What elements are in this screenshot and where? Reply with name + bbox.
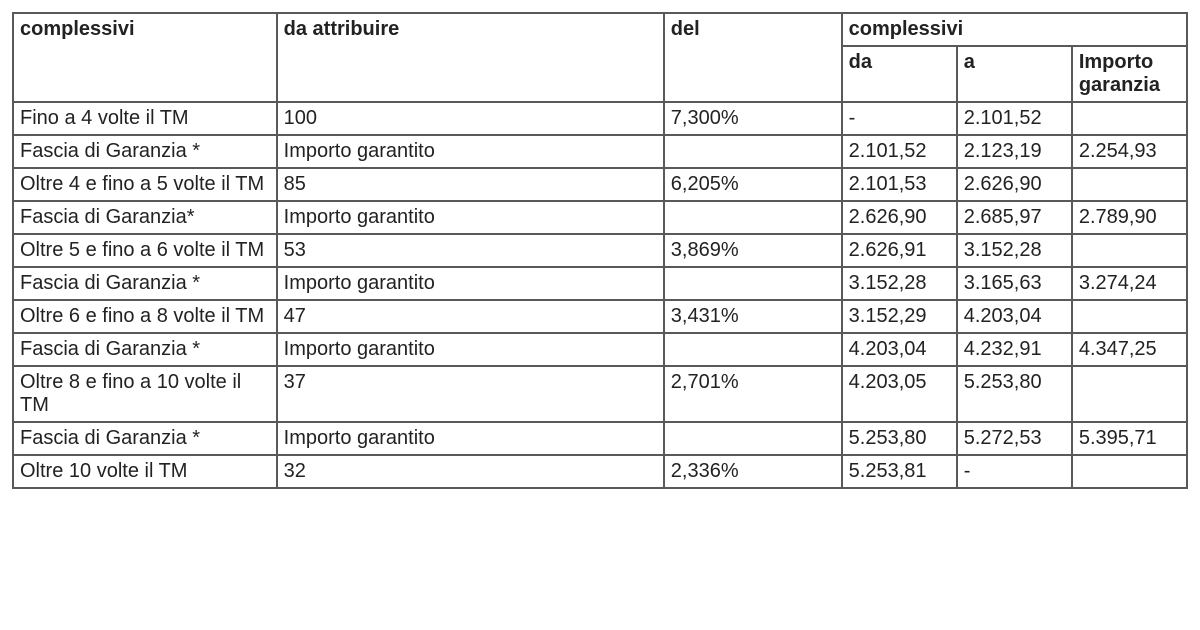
table-cell (664, 201, 842, 234)
table-cell: 2.626,90 (842, 201, 957, 234)
subheader-importo-garanzia: Importo garanzia (1072, 46, 1187, 102)
table-row: Oltre 10 volte il TM322,336%5.253,81- (13, 455, 1187, 488)
table-row: Fino a 4 volte il TM1007,300%-2.101,52 (13, 102, 1187, 135)
table-cell: 2.101,53 (842, 168, 957, 201)
table-cell (1072, 366, 1187, 422)
header-da-attribuire: da attribuire (277, 13, 664, 102)
table-cell: - (957, 455, 1072, 488)
table-cell: Importo garantito (277, 267, 664, 300)
table-cell: 37 (277, 366, 664, 422)
table-cell: 47 (277, 300, 664, 333)
table-cell: 2.123,19 (957, 135, 1072, 168)
table-cell: 2,336% (664, 455, 842, 488)
header-complessivi: complessivi (13, 13, 277, 102)
table-header: complessivi da attribuire del complessiv… (13, 13, 1187, 102)
table-cell: 3.274,24 (1072, 267, 1187, 300)
table-row: Oltre 5 e fino a 6 volte il TM533,869%2.… (13, 234, 1187, 267)
table-cell: 3,869% (664, 234, 842, 267)
table-cell: 4.347,25 (1072, 333, 1187, 366)
table-cell: 3.152,28 (842, 267, 957, 300)
table-cell: 4.203,04 (957, 300, 1072, 333)
table-row: Fascia di Garanzia *Importo garantito 2.1… (13, 135, 1187, 168)
table-cell: 5.253,80 (842, 422, 957, 455)
header-del: del (664, 13, 842, 102)
table-cell: 4.203,05 (842, 366, 957, 422)
table-row: Oltre 8 e fino a 10 volte il TM372,701%4… (13, 366, 1187, 422)
table-cell (664, 267, 842, 300)
table-row: Fascia di Garanzia *Importo garantito 3.1… (13, 267, 1187, 300)
table-cell: 2.626,91 (842, 234, 957, 267)
table-cell: Oltre 5 e fino a 6 volte il TM (13, 234, 277, 267)
table-cell (1072, 300, 1187, 333)
table-cell: Fascia di Garanzia * (13, 422, 277, 455)
table-cell: Importo garantito (277, 135, 664, 168)
table-cell: Fascia di Garanzia * (13, 267, 277, 300)
table-cell: 3.165,63 (957, 267, 1072, 300)
table-row: Fascia di Garanzia *Importo garantito 5.2… (13, 422, 1187, 455)
header-complessivi-span: complessivi (842, 13, 1187, 46)
subheader-da: da (842, 46, 957, 102)
table-cell: Oltre 4 e fino a 5 volte il TM (13, 168, 277, 201)
table-row: Oltre 4 e fino a 5 volte il TM856,205%2.… (13, 168, 1187, 201)
table-cell: 2.101,52 (842, 135, 957, 168)
table-cell (664, 333, 842, 366)
table-cell: 53 (277, 234, 664, 267)
table-cell: Importo garantito (277, 333, 664, 366)
table-cell: 2.101,52 (957, 102, 1072, 135)
table-cell: 85 (277, 168, 664, 201)
table-cell: 2.789,90 (1072, 201, 1187, 234)
table-cell (664, 135, 842, 168)
table-cell: 5.272,53 (957, 422, 1072, 455)
header-row-1: complessivi da attribuire del complessiv… (13, 13, 1187, 46)
table-cell: Fino a 4 volte il TM (13, 102, 277, 135)
subheader-a: a (957, 46, 1072, 102)
table-cell: 2.685,97 (957, 201, 1072, 234)
table-cell: 4.203,04 (842, 333, 957, 366)
garanzia-table: complessivi da attribuire del complessiv… (12, 12, 1188, 489)
table-row: Oltre 6 e fino a 8 volte il TM473,431%3.… (13, 300, 1187, 333)
table-cell: 3,431% (664, 300, 842, 333)
table-cell: 100 (277, 102, 664, 135)
table-cell: 2.254,93 (1072, 135, 1187, 168)
table-cell (1072, 102, 1187, 135)
table-cell: Oltre 10 volte il TM (13, 455, 277, 488)
table-row: Fascia di Garanzia *Importo garantito 4.2… (13, 333, 1187, 366)
table-row: Fascia di Garanzia*Importo garantito 2.62… (13, 201, 1187, 234)
table-cell: Fascia di Garanzia* (13, 201, 277, 234)
table-cell: 2.626,90 (957, 168, 1072, 201)
table-cell: Fascia di Garanzia * (13, 135, 277, 168)
table-cell (664, 422, 842, 455)
table-cell: 32 (277, 455, 664, 488)
table-cell: 5.395,71 (1072, 422, 1187, 455)
table-cell: Oltre 6 e fino a 8 volte il TM (13, 300, 277, 333)
table-cell: - (842, 102, 957, 135)
table-cell: 2,701% (664, 366, 842, 422)
table-cell (1072, 168, 1187, 201)
table-cell: 5.253,81 (842, 455, 957, 488)
table-cell: Importo garantito (277, 422, 664, 455)
table-cell: 6,205% (664, 168, 842, 201)
table-cell (1072, 234, 1187, 267)
table-cell: 3.152,29 (842, 300, 957, 333)
table-body: Fino a 4 volte il TM1007,300%-2.101,52Fa… (13, 102, 1187, 488)
table-cell: Importo garantito (277, 201, 664, 234)
table-cell: 7,300% (664, 102, 842, 135)
table-cell: Fascia di Garanzia * (13, 333, 277, 366)
table-cell: 5.253,80 (957, 366, 1072, 422)
table-cell: 3.152,28 (957, 234, 1072, 267)
table-cell: 4.232,91 (957, 333, 1072, 366)
table-cell: Oltre 8 e fino a 10 volte il TM (13, 366, 277, 422)
table-cell (1072, 455, 1187, 488)
